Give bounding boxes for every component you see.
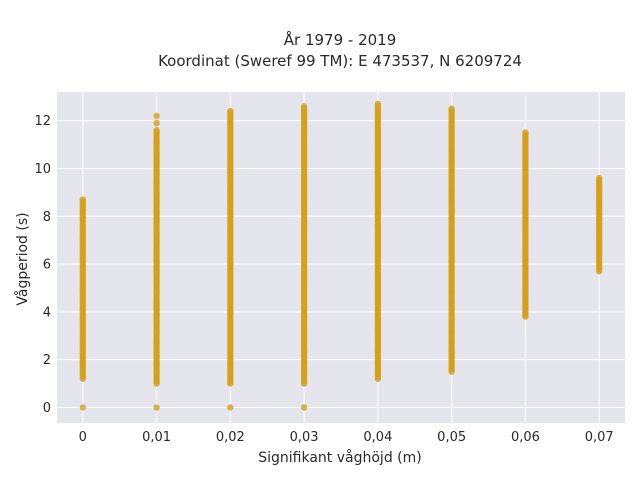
x-tick-label: 0,01 — [142, 430, 171, 445]
y-tick-label: 0 — [43, 401, 51, 416]
data-points — [79, 100, 603, 411]
y-tick-label: 10 — [34, 162, 51, 177]
data-point — [595, 174, 603, 182]
x-tick-label: 0,02 — [216, 430, 245, 445]
x-tick-label: 0,03 — [290, 430, 319, 445]
data-point — [153, 112, 160, 120]
y-tick-label: 2 — [43, 353, 51, 368]
data-point — [153, 119, 160, 127]
data-point — [227, 107, 234, 115]
data-point — [79, 404, 87, 411]
data-point — [227, 404, 234, 411]
data-point — [300, 103, 308, 110]
x-tick-label: 0,07 — [585, 430, 614, 445]
data-point — [374, 100, 382, 108]
data-point — [300, 404, 308, 411]
data-point — [153, 127, 160, 134]
y-tick-label: 4 — [43, 305, 51, 320]
y-tick-label: 12 — [34, 114, 51, 129]
y-tick-label: 8 — [43, 210, 51, 225]
tick-labels: 0 0,01 0,02 0,03 0,04 0,05 0,06 0,07 0 2 4 6 8 10 12 — [34, 114, 613, 445]
chart-title-line1: År 1979 - 2019 — [284, 30, 397, 49]
data-point — [79, 196, 87, 203]
chart-title-line2: Koordinat (Sweref 99 TM): E 473537, N 62… — [158, 52, 522, 70]
data-point — [522, 129, 529, 136]
x-tick-label: 0,05 — [437, 430, 466, 445]
x-tick-label: 0,04 — [363, 430, 392, 445]
y-axis-label: Vågperiod (s) — [14, 212, 31, 305]
data-point — [448, 105, 455, 112]
y-tick-label: 6 — [43, 258, 51, 273]
x-tick-label: 0 — [79, 430, 87, 445]
x-axis-label: Signifikant våghöjd (m) — [258, 449, 421, 466]
plot-area — [57, 92, 625, 423]
data-point — [153, 404, 160, 411]
x-tick-label: 0,06 — [511, 430, 540, 445]
